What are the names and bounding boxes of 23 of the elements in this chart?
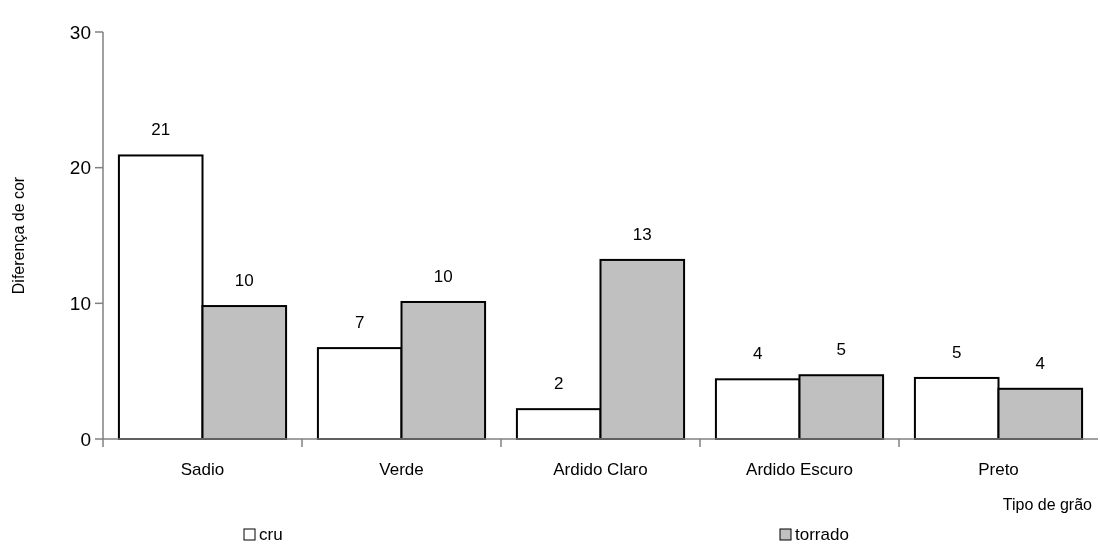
y-tick-label: 20 xyxy=(69,157,91,179)
data-label: 5 xyxy=(836,340,847,360)
data-label: 10 xyxy=(433,266,453,286)
x-tick-label: Ardido Escuro xyxy=(746,460,853,479)
x-tick-label: Preto xyxy=(978,460,1019,479)
data-label: 4 xyxy=(1035,353,1046,373)
data-label: 2 xyxy=(553,374,564,394)
x-tick-label: Sadio xyxy=(180,460,225,479)
x-tick-label: Verde xyxy=(379,460,424,479)
x-tick-label: Ardido Claro xyxy=(553,460,648,479)
data-label: 10 xyxy=(234,271,254,291)
legend-label: cru xyxy=(259,525,283,544)
data-label: 13 xyxy=(632,224,652,244)
data-label: 21 xyxy=(151,120,171,140)
data-label: 4 xyxy=(752,344,763,364)
y-tick-label: 0 xyxy=(80,428,91,450)
legend-label: torrado xyxy=(795,525,849,544)
x-axis-title: Tipo de grão xyxy=(1002,496,1093,513)
y-axis-title: Diferença de cor xyxy=(10,176,27,295)
y-tick-label: 30 xyxy=(69,21,91,43)
data-label: 5 xyxy=(951,342,962,362)
y-tick-label: 10 xyxy=(69,292,91,314)
data-label: 7 xyxy=(354,313,365,333)
